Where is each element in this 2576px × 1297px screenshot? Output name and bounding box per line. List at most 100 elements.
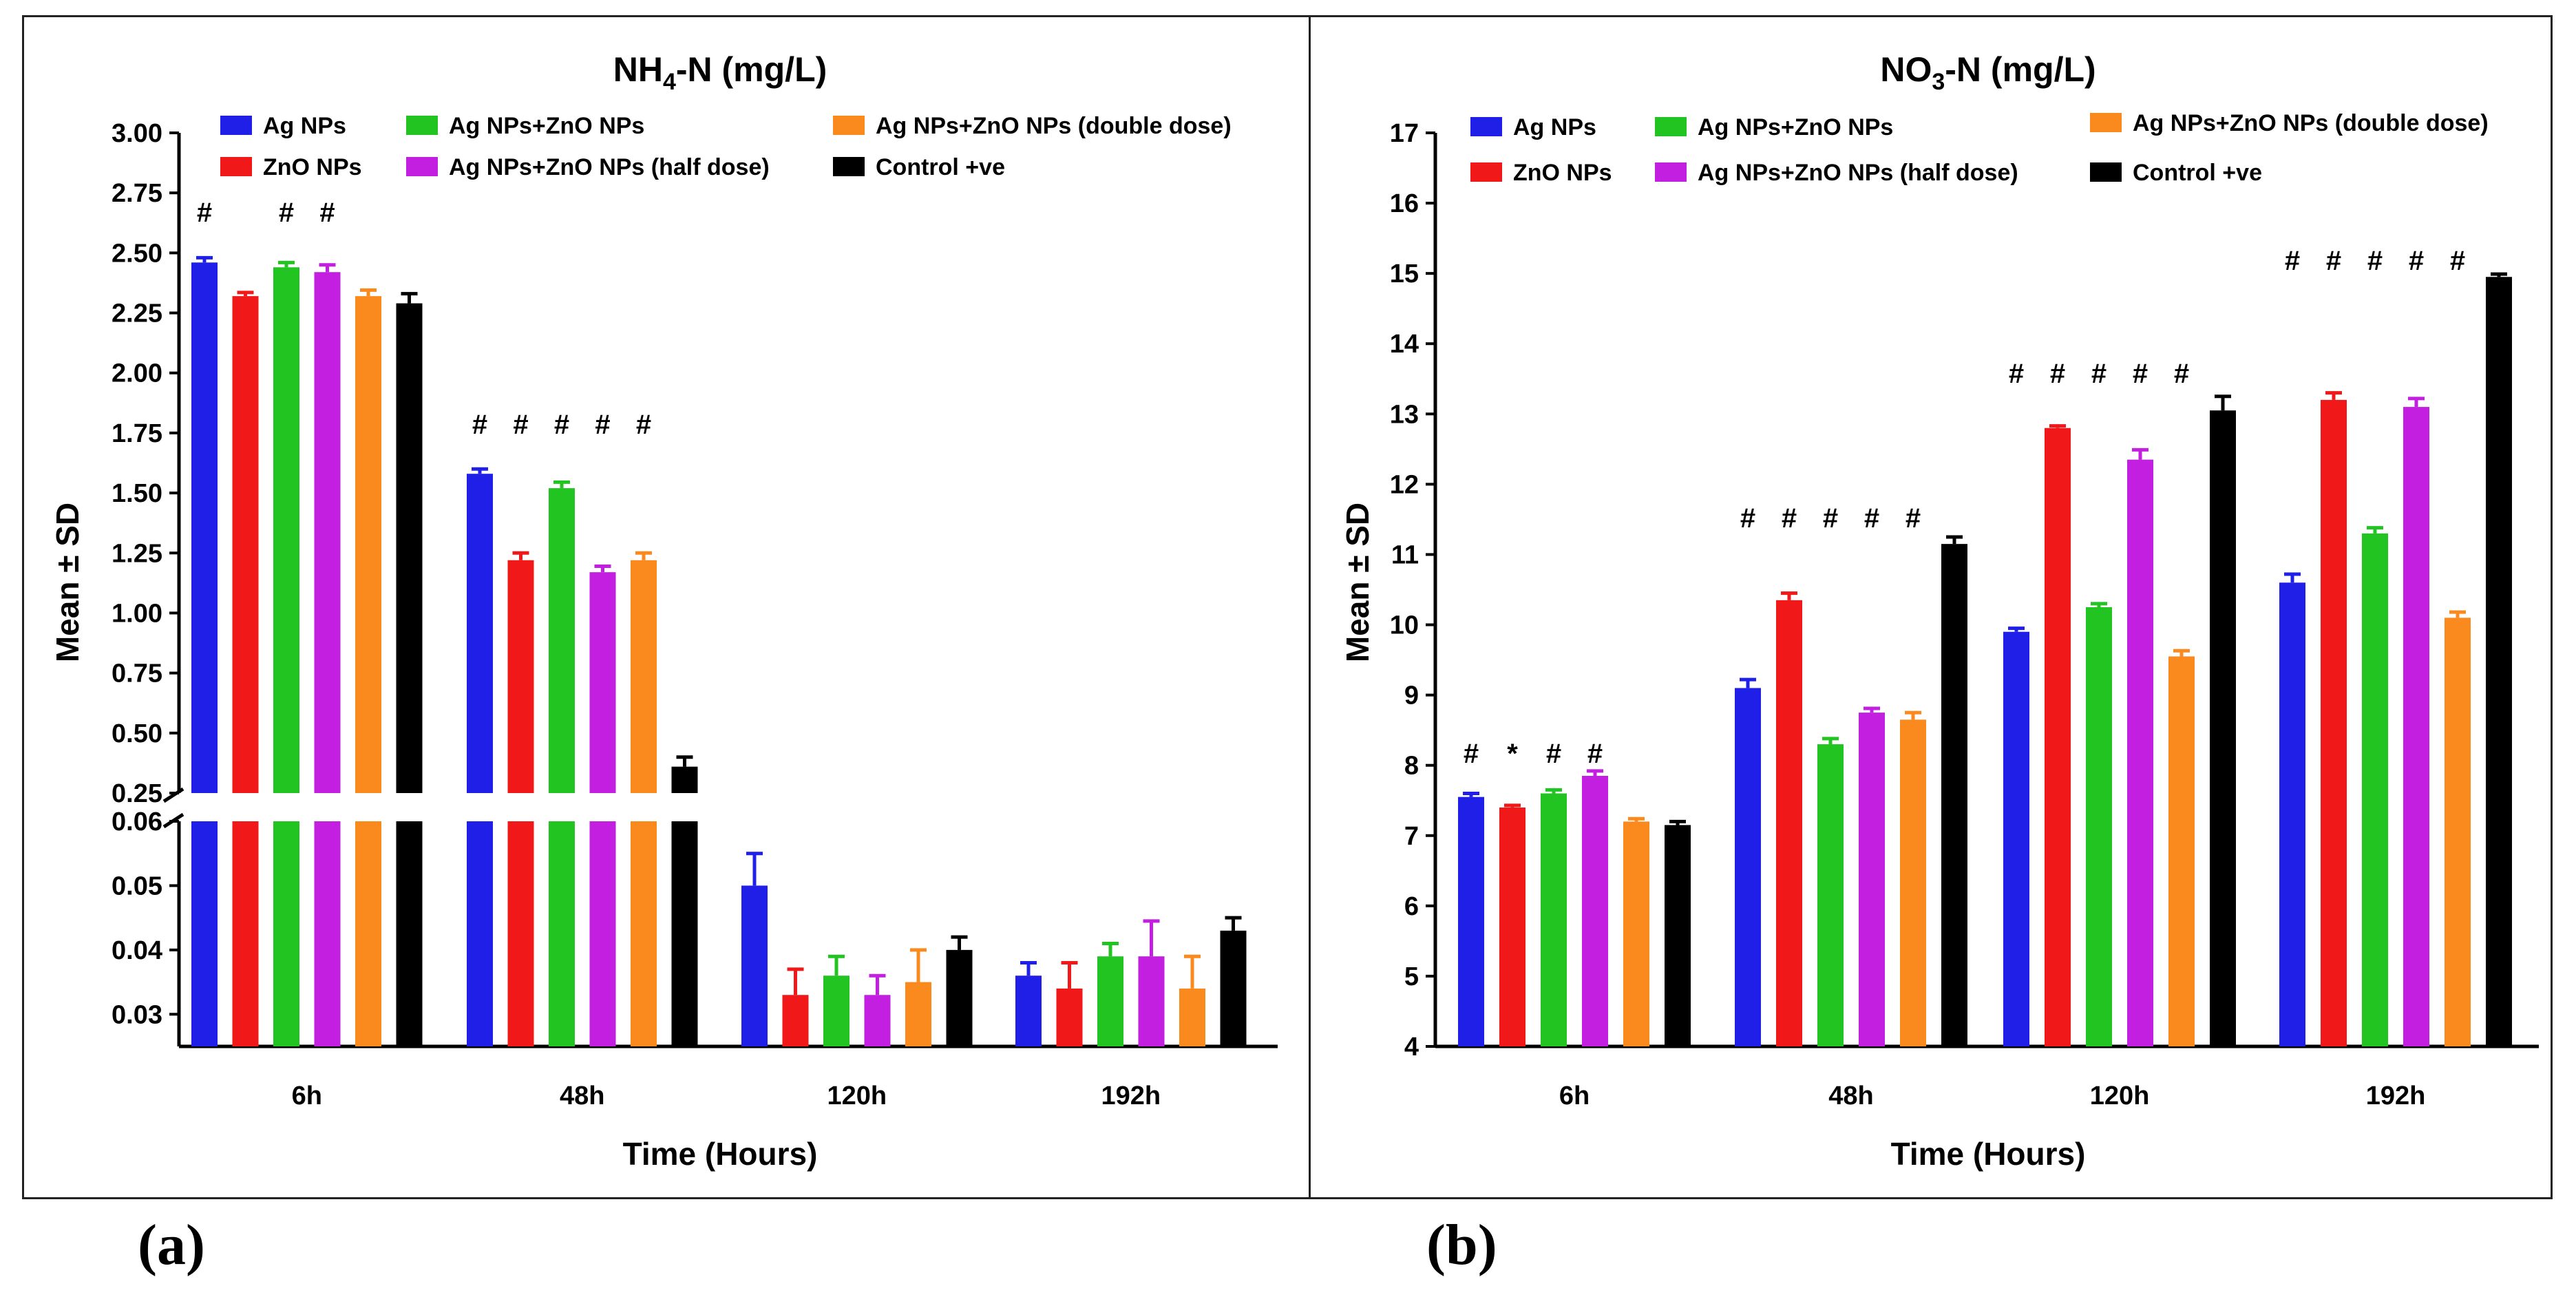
chart-a-bar-48h-ag-nps-zno-nps-double-dose-lower xyxy=(631,821,657,1046)
chart-a-ytick-label-upper-11: 3.00 xyxy=(112,119,162,148)
chart-b-xtick-label-120h: 120h xyxy=(2090,1082,2150,1110)
chart-b-bar-120h-zno-nps xyxy=(2045,428,2071,1046)
chart-b-ytick-label-4: 8 xyxy=(1404,752,1419,781)
chart-a-xlabel: Time (Hours) xyxy=(623,1136,818,1172)
chart-b-bar-120h-ag-nps-zno-nps-double-dose xyxy=(2168,656,2195,1046)
chart-a-bar-6h-control-ve-upper xyxy=(396,303,423,793)
chart-b-ytick-label-9: 13 xyxy=(1390,400,1419,429)
chart-a-legend-label-ag-nps-zno-nps-double-dose: Ag NPs+ZnO NPs (double dose) xyxy=(876,113,1232,139)
chart-a-sig-6h-ag-nps-zno-nps: # xyxy=(279,198,294,228)
chart-b-legend-swatch-control-ve xyxy=(2090,162,2122,182)
chart-a-legend-label-ag-nps-zno-nps-half-dose: Ag NPs+ZnO NPs (half dose) xyxy=(449,154,770,180)
chart-b-bar-120h-ag-nps xyxy=(2003,631,2029,1046)
chart-a-legend-swatch-ag-nps-zno-nps-half-dose xyxy=(406,157,438,176)
chart-a-legend-swatch-zno-nps xyxy=(220,157,252,176)
chart-a-bar-48h-ag-nps-zno-nps-double-dose-upper xyxy=(631,560,657,793)
chart-a-legend-swatch-ag-nps-zno-nps xyxy=(406,116,438,135)
chart-a-bar-48h-zno-nps-upper xyxy=(507,560,534,793)
chart-a-axis-break-upper xyxy=(162,787,184,803)
chart-a-bar-192h-ag-nps-zno-nps xyxy=(1097,956,1123,1046)
chart-a-bar-120h-ag-nps-zno-nps-half-dose xyxy=(864,995,891,1046)
chart-b-legend-swatch-ag-nps xyxy=(1470,117,1502,136)
chart-a-ytick-label-upper-5: 1.50 xyxy=(112,479,162,508)
chart-b-ytick-label-1: 5 xyxy=(1404,962,1419,991)
chart-b-ytick-label-3: 7 xyxy=(1404,822,1419,851)
chart-b-ytick-label-6: 10 xyxy=(1390,611,1419,640)
chart-a-bar-6h-zno-nps-lower xyxy=(232,821,259,1046)
chart-b-xtick-label-192h: 192h xyxy=(2366,1082,2426,1110)
chart-b-ytick-label-8: 12 xyxy=(1390,470,1419,499)
chart-a-bar-192h-ag-nps-zno-nps-half-dose xyxy=(1138,956,1165,1046)
chart-a-sig-48h-ag-nps: # xyxy=(472,410,487,440)
chart-a-xtick-label-192h: 192h xyxy=(1101,1082,1161,1110)
chart-b-bar-6h-ag-nps-zno-nps xyxy=(1541,793,1567,1046)
chart-a-sig-48h-zno-nps: # xyxy=(513,410,528,440)
chart-b-sig-120h-ag-nps: # xyxy=(2009,359,2024,389)
chart-b-sig-48h-ag-nps-zno-nps-half-dose: # xyxy=(1864,503,1879,534)
chart-a-ytick-label-lower-0: 0.03 xyxy=(112,1000,162,1029)
chart-a-title: NH4-N (mg/L) xyxy=(613,50,827,95)
chart-a-ytick-label-upper-6: 1.75 xyxy=(112,419,162,448)
chart-a-ytick-label-upper-0: 0.25 xyxy=(112,779,162,808)
chart-b-bar-120h-control-ve xyxy=(2210,410,2236,1046)
chart-a-sig-48h-ag-nps-zno-nps-double-dose: # xyxy=(636,410,651,440)
chart-b-bar-48h-ag-nps xyxy=(1735,688,1761,1046)
chart-b-bar-6h-ag-nps xyxy=(1458,797,1484,1046)
chart-a-ylabel: Mean ± SD xyxy=(50,503,85,662)
chart-b-sig-48h-ag-nps: # xyxy=(1740,503,1755,534)
chart-b-bar-192h-zno-nps xyxy=(2321,399,2347,1046)
chart-b-sig-120h-ag-nps-zno-nps: # xyxy=(2091,359,2107,389)
chart-b-xtick-label-48h: 48h xyxy=(1828,1082,1873,1110)
chart-a-bar-6h-ag-nps-lower xyxy=(191,821,218,1046)
chart-a-bar-48h-ag-nps-zno-nps-upper xyxy=(549,488,575,793)
chart-a-ytick-label-upper-9: 2.50 xyxy=(112,239,162,268)
chart-a-bar-6h-ag-nps-zno-nps-upper xyxy=(273,267,299,794)
chart-a-bar-48h-ag-nps-lower xyxy=(467,821,493,1046)
chart-b-legend-label-ag-nps: Ag NPs xyxy=(1513,114,1596,140)
chart-b-ytick-label-2: 6 xyxy=(1404,892,1419,921)
chart-a-legend-label-zno-nps: ZnO NPs xyxy=(263,154,362,180)
chart-b-sig-192h-ag-nps-zno-nps-double-dose: # xyxy=(2450,246,2465,276)
chart-a-bar-48h-ag-nps-zno-nps-lower xyxy=(549,821,575,1046)
chart-a-bar-6h-ag-nps-zno-nps-double-dose-upper xyxy=(355,296,381,794)
chart-b-ytick-label-13: 17 xyxy=(1390,119,1419,148)
chart-b-bar-120h-ag-nps-zno-nps xyxy=(2086,607,2112,1046)
chart-a-legend-swatch-control-ve xyxy=(833,157,865,176)
chart-b-xlabel: Time (Hours) xyxy=(1891,1136,2086,1172)
chart-a-ytick-label-upper-4: 1.25 xyxy=(112,539,162,568)
chart-b-bar-192h-control-ve xyxy=(2486,277,2512,1046)
chart-a-ytick-label-lower-2: 0.05 xyxy=(112,872,162,900)
chart-a-bar-6h-control-ve-lower xyxy=(396,821,423,1046)
panel-label-b: (b) xyxy=(1426,1213,1497,1277)
chart-b-sig-120h-ag-nps-zno-nps-double-dose: # xyxy=(2174,359,2189,389)
chart-b-legend-swatch-ag-nps-zno-nps xyxy=(1655,117,1687,136)
chart-a-ytick-label-upper-10: 2.75 xyxy=(112,179,162,208)
chart-a-sig-48h-ag-nps-zno-nps-half-dose: # xyxy=(595,410,610,440)
chart-a-bar-48h-zno-nps-lower xyxy=(507,821,534,1046)
chart-b-legend-swatch-ag-nps-zno-nps-half-dose xyxy=(1655,162,1687,182)
chart-a-ytick-label-upper-7: 2.00 xyxy=(112,359,162,388)
chart-b-ytick-label-7: 11 xyxy=(1391,540,1419,569)
chart-a-bar-6h-ag-nps-zno-nps-lower xyxy=(273,821,299,1046)
chart-a-bar-48h-ag-nps-zno-nps-half-dose-upper xyxy=(589,572,616,793)
chart-b-ylabel: Mean ± SD xyxy=(1340,503,1375,662)
chart-a-bar-48h-control-ve-upper xyxy=(671,766,698,793)
chart-b-sig-48h-ag-nps-zno-nps: # xyxy=(1823,503,1838,534)
chart-b-bar-48h-ag-nps-zno-nps xyxy=(1817,744,1844,1046)
chart-a-xtick-label-120h: 120h xyxy=(827,1082,887,1110)
chart-a-bar-120h-control-ve xyxy=(946,949,973,1046)
chart-a-bar-48h-ag-nps-zno-nps-half-dose-lower xyxy=(589,821,616,1046)
chart-a-ytick-label-lower-1: 0.04 xyxy=(112,936,162,965)
chart-a-bar-192h-ag-nps-zno-nps-double-dose xyxy=(1179,988,1205,1046)
chart-a-ytick-label-upper-8: 2.25 xyxy=(112,299,162,328)
panel-b-frame xyxy=(1311,15,2553,1199)
chart-a-legend-swatch-ag-nps xyxy=(220,116,252,135)
chart-b-xtick-label-6h: 6h xyxy=(1559,1082,1590,1110)
chart-b-sig-192h-ag-nps-zno-nps: # xyxy=(2367,246,2383,276)
chart-b-ytick-label-0: 4 xyxy=(1404,1033,1419,1062)
chart-a-ytick-label-upper-2: 0.75 xyxy=(112,660,162,688)
chart-a-bar-120h-zno-nps xyxy=(782,995,809,1046)
panel-a-frame xyxy=(22,15,1311,1199)
chart-b-sig-120h-zno-nps: # xyxy=(2050,359,2065,389)
